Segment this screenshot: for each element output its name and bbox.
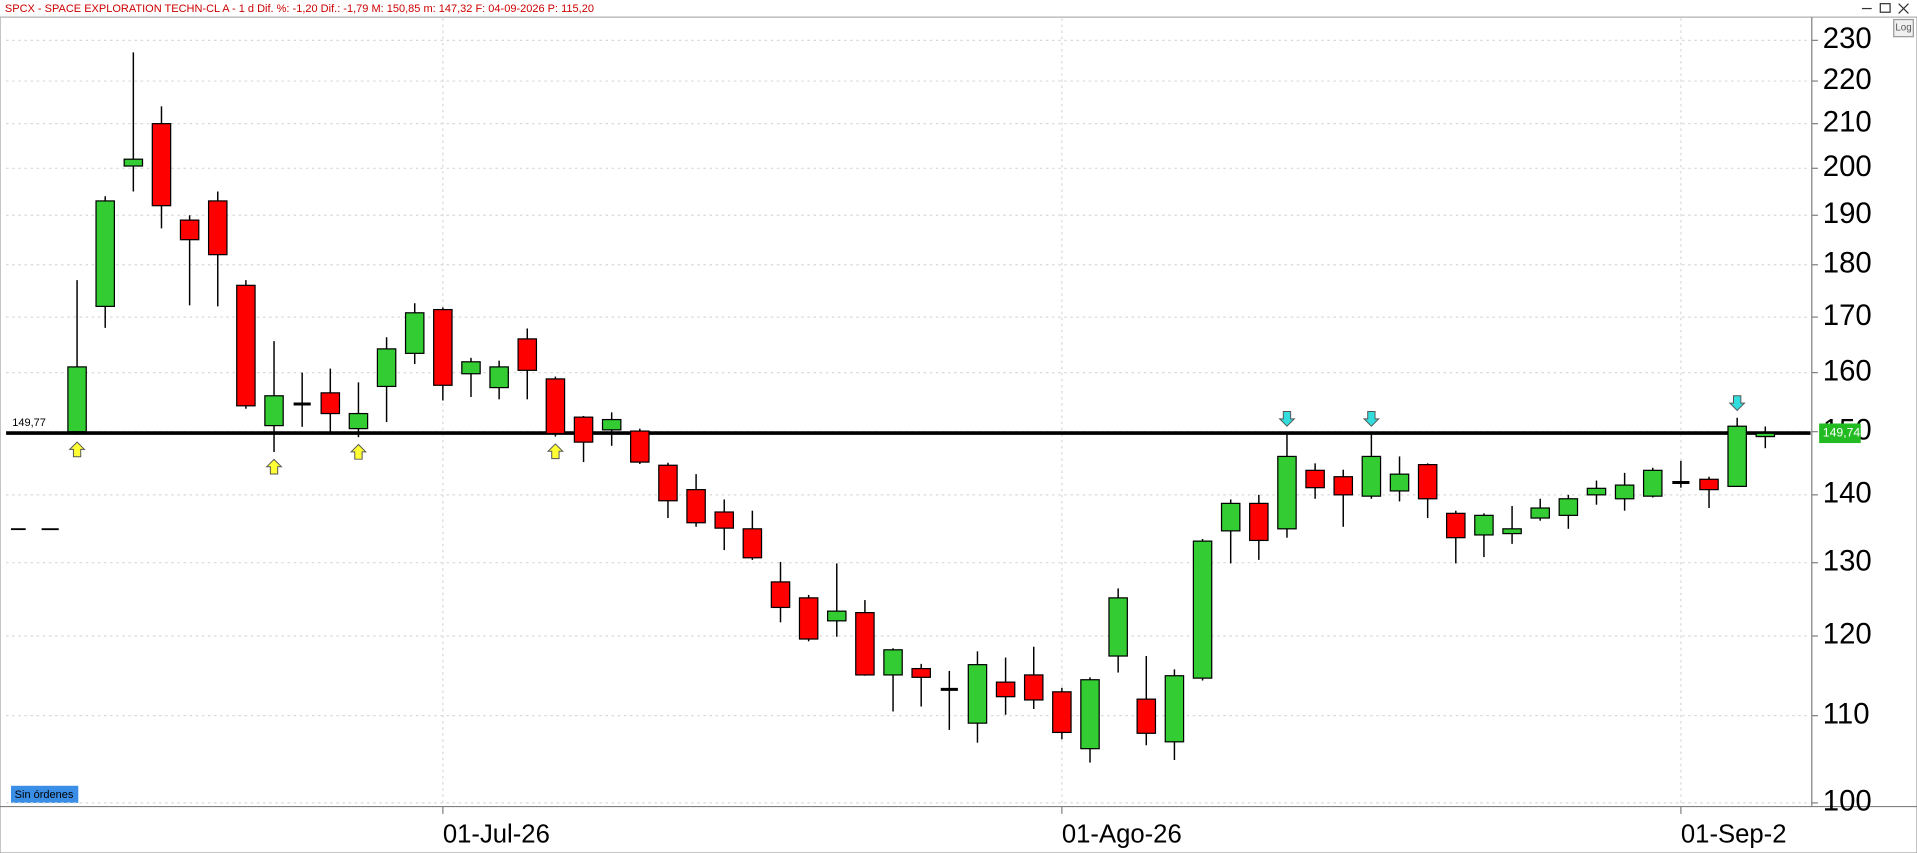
x-tick-label: 01-Ago-26 [1062,821,1182,849]
candle-body [1305,469,1325,489]
candle-body [1164,675,1185,743]
y-tick-label: 110 [1823,697,1870,730]
candle-body [545,378,566,435]
candle-body [1361,455,1382,497]
candle-body [1558,498,1579,516]
candle-body [1474,514,1494,536]
candle-body [1249,502,1269,542]
candle-body [348,412,369,430]
chart-title: SPCX - SPACE EXPLORATION TECHN-CL A - 1 … [5,3,594,15]
candle-body [742,528,763,559]
candle-body [179,219,200,241]
y-tick-label: 210 [1823,105,1872,138]
log-button-label[interactable]: Log [1895,23,1911,34]
sell-arrow [1278,411,1296,427]
candle-body [320,392,341,415]
candle-body [1642,469,1663,497]
candle-body [686,489,706,524]
candle-body [995,681,1016,698]
status-badge: Sin órdenes [11,785,79,803]
candle-body [264,395,284,427]
status-badge-box [11,785,79,803]
status-label: Sin órdenes [15,789,74,801]
y-tick-label: 100 [1823,785,1872,818]
y-tick-label: 120 [1823,618,1872,651]
buy-arrow [349,443,367,460]
candle-body [1333,476,1354,496]
candle-body [376,348,397,388]
y-tick-label: 140 [1823,477,1872,510]
maximize-button[interactable] [1879,3,1891,13]
candle-body [1502,528,1522,535]
candle-body [658,464,678,502]
candle-body [883,649,903,676]
candle-body [1727,425,1747,487]
candle-body [601,418,622,431]
candle-body [1192,540,1213,679]
buy-arrow [265,458,283,475]
candle-body [95,200,115,307]
buy-arrow [546,443,564,460]
y-tick-label: 200 [1823,150,1872,183]
candle-body [1108,597,1128,657]
candle-body [1277,455,1297,530]
candle-body [151,123,172,207]
candle-body [967,664,988,724]
level-label: 149,77 [12,417,46,429]
sell-arrow [1728,395,1746,412]
candle-body [1023,674,1044,701]
candle-body [770,581,791,609]
candle-body [404,312,425,354]
log-button-box[interactable] [1893,18,1914,38]
window-buttons[interactable] [1861,3,1909,14]
candle-body [1530,507,1550,519]
candle-body [630,430,650,463]
candle-body [1220,502,1241,532]
candle-body [517,338,538,371]
candle-body [1586,487,1607,496]
x-tick-label: 01-Jul-26 [443,821,550,849]
last-price-label: 149,74 [1823,426,1861,440]
candle-body [826,610,847,622]
candle-body [573,416,594,443]
candle-body [1755,432,1776,438]
candle-body [1446,512,1466,539]
close-button[interactable] [1898,3,1909,14]
candle-body [489,366,509,389]
y-tick-label: 160 [1823,354,1872,387]
candle-body [461,361,481,375]
candle-body [714,511,735,529]
y-tick-label: 180 [1823,247,1872,280]
candle-body [236,284,256,407]
candle-body [67,366,87,433]
last-price-tag [1819,423,1861,444]
buy-arrow [68,441,86,458]
sell-arrow [1362,411,1380,427]
y-tick-label: 170 [1823,299,1872,332]
candle-body [1417,464,1438,500]
y-tick-label: 220 [1823,63,1872,96]
candle-body [855,612,875,676]
candle-body [1080,679,1100,750]
candle-body [1052,691,1072,734]
y-tick-label: 230 [1823,22,1872,55]
x-tick-label: 01-Sep-2 [1681,821,1787,849]
candle-body [1699,478,1719,491]
candle-body [1389,473,1410,492]
log-button[interactable]: Log [1893,18,1914,38]
candle-body [798,597,819,640]
candle-body [1136,698,1157,734]
y-tick-label: 130 [1823,544,1872,577]
candle-body [1614,484,1635,500]
candle-body [123,158,144,167]
candle-body [911,667,931,678]
candle-body [433,308,453,386]
title-bar [0,0,1917,18]
y-tick-label: 190 [1823,197,1872,230]
candle-body [207,200,228,256]
